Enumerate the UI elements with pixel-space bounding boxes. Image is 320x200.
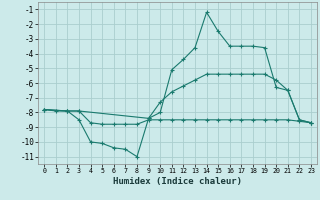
X-axis label: Humidex (Indice chaleur): Humidex (Indice chaleur): [113, 177, 242, 186]
